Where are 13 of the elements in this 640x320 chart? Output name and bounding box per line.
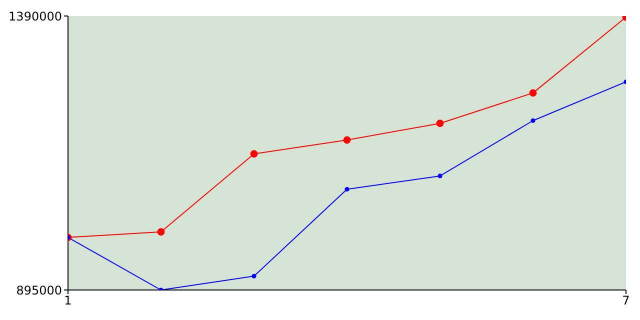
point [530, 118, 536, 123]
point [344, 186, 350, 192]
point [343, 136, 351, 144]
point [252, 274, 256, 278]
point [250, 150, 258, 158]
point [436, 120, 444, 128]
y-tick-label: 895000 [16, 283, 62, 298]
x-tick-label: 7 [622, 294, 630, 308]
y-tick-label: 1390000 [8, 9, 62, 24]
point [157, 228, 165, 236]
point [438, 174, 442, 178]
x-tick-label: 1 [64, 294, 72, 308]
point [529, 89, 537, 97]
